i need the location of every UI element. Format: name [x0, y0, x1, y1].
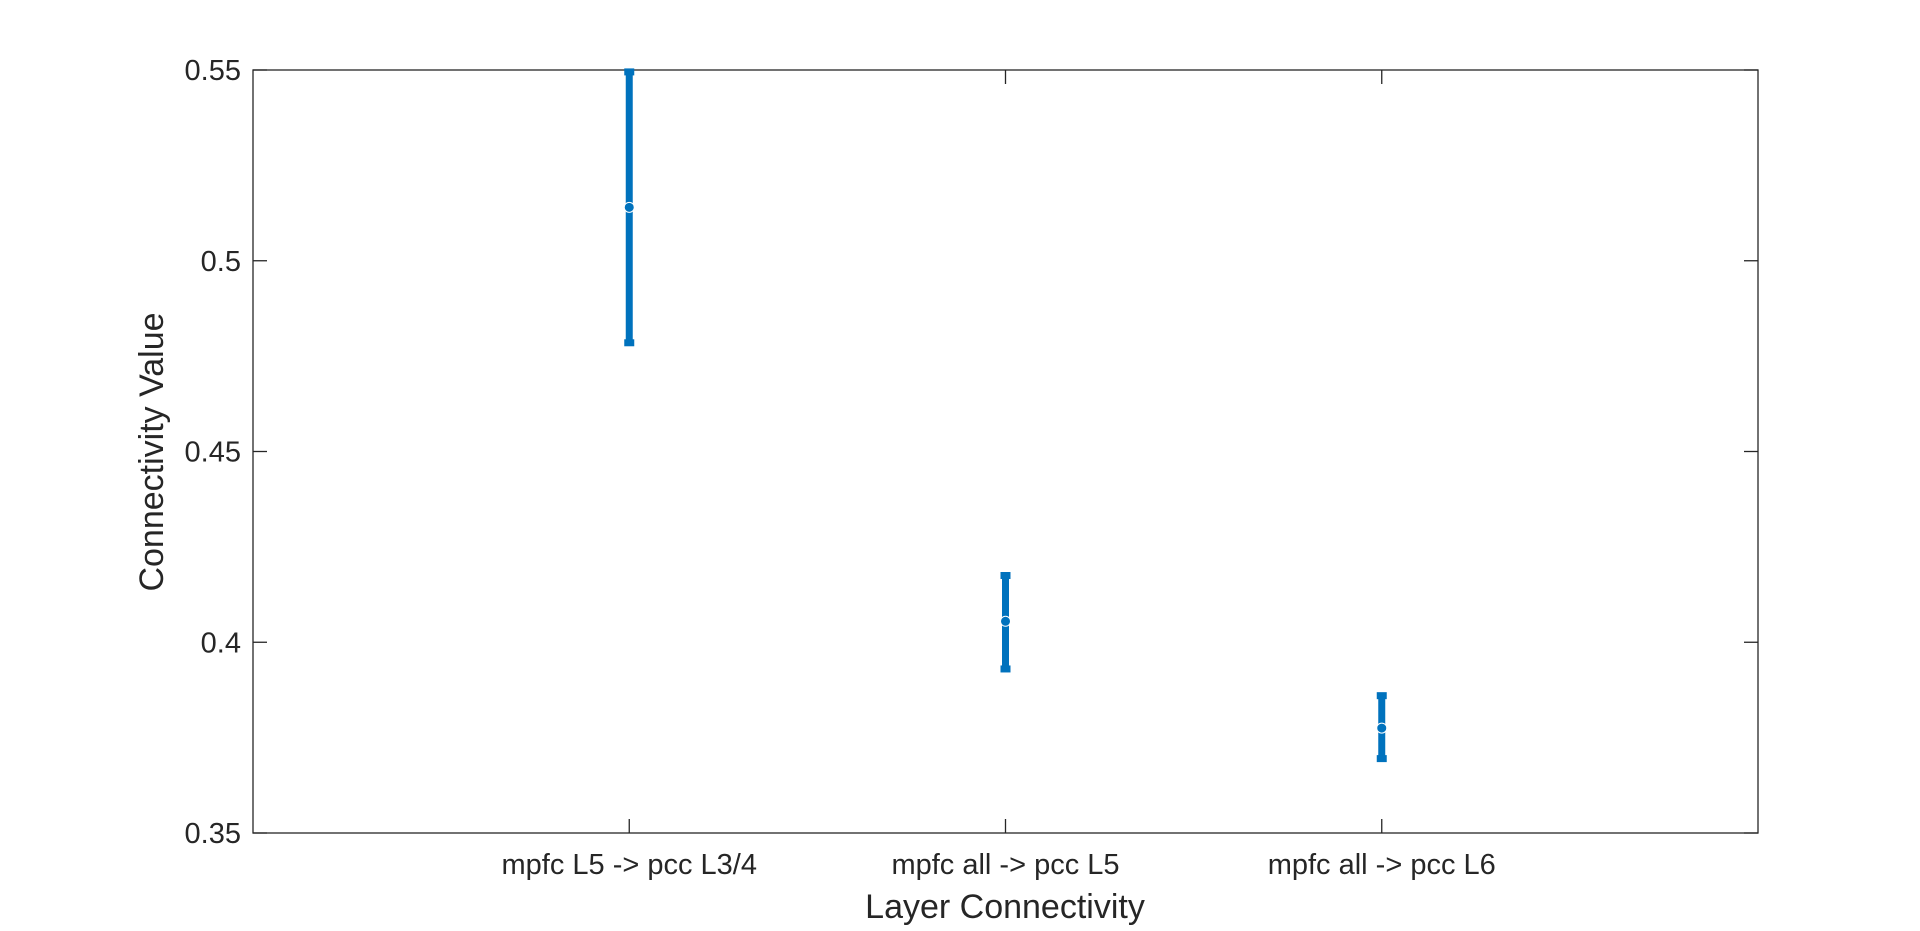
error-bar: [1000, 571, 1011, 673]
y-axis-ticks: 0.35 0.4 0.45 0.5 0.55: [185, 55, 1758, 850]
y-tick-label: 0.45: [185, 437, 241, 469]
error-bar: [623, 68, 635, 347]
x-tick-label: mpfc L5 -> pcc L3/4: [502, 849, 758, 881]
y-tick-label: 0.35: [185, 818, 241, 850]
plot-area-box: [252, 69, 1759, 834]
y-tick-label: 0.5: [201, 246, 241, 278]
error-bars: [623, 68, 1388, 763]
y-tick-label: 0.4: [201, 627, 241, 659]
mean-point: [1376, 722, 1388, 734]
y-axis-label: Connectivity Value: [133, 312, 171, 591]
mean-point: [623, 201, 635, 213]
x-axis-ticks: mpfc L5 -> pcc L3/4 mpfc all -> pcc L5 mpf…: [502, 70, 1496, 881]
mean-point: [1000, 615, 1011, 627]
y-tick-label: 0.55: [185, 55, 241, 87]
x-tick-label: mpfc all -> pcc L5: [891, 849, 1119, 881]
x-axis-label: Layer Connectivity: [865, 888, 1145, 926]
error-bar: [1376, 692, 1388, 763]
x-tick-label: mpfc all -> pcc L6: [1268, 849, 1496, 881]
